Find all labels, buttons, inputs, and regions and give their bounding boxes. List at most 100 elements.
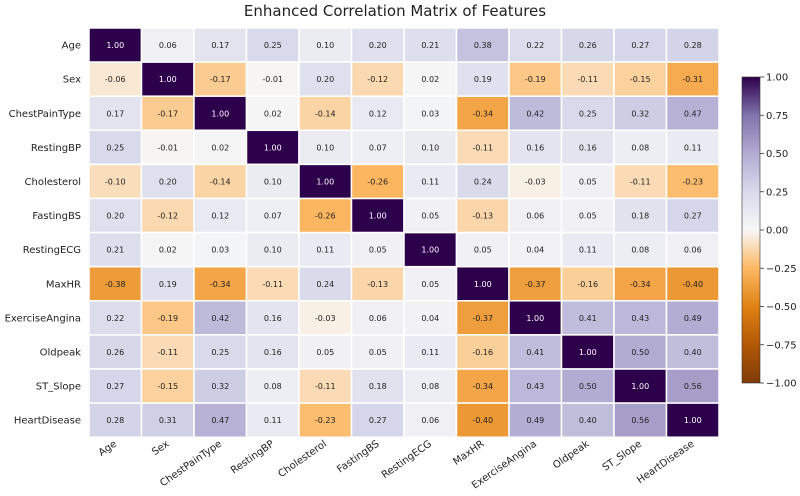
cell-value-label: -0.40 bbox=[472, 416, 493, 425]
heatmap-cell bbox=[455, 368, 510, 404]
heatmap-cell bbox=[193, 95, 248, 132]
heatmap-cell bbox=[140, 334, 195, 370]
cell-value-label: 0.07 bbox=[264, 212, 282, 221]
heatmap-cell bbox=[193, 265, 248, 302]
cell-value-label: 1.00 bbox=[211, 109, 229, 118]
cell-value-label: 0.10 bbox=[264, 246, 282, 255]
cell-value-label: 0.06 bbox=[369, 314, 387, 323]
cell-value-label: 0.07 bbox=[369, 143, 387, 152]
cell-value-label: -0.37 bbox=[525, 280, 546, 289]
cell-value-label: 0.42 bbox=[211, 314, 229, 323]
heatmap-cell bbox=[403, 163, 458, 200]
cell-value-label: 0.17 bbox=[211, 41, 229, 50]
heatmap-cell bbox=[88, 368, 143, 404]
cell-value-label: -0.34 bbox=[630, 280, 651, 289]
cell-value-label: 0.21 bbox=[106, 246, 124, 255]
cell-value-label: 0.49 bbox=[526, 416, 544, 425]
cell-value-label: 0.05 bbox=[579, 212, 597, 221]
cell-value-label: -0.16 bbox=[577, 280, 598, 289]
column-label: RestingECG bbox=[380, 439, 434, 481]
heatmap-cell bbox=[298, 402, 353, 438]
row-label: FastingBS bbox=[32, 211, 81, 222]
heatmap-cell bbox=[455, 300, 510, 336]
cell-value-label: 0.38 bbox=[474, 41, 492, 50]
heatmap-cell bbox=[403, 334, 458, 370]
cell-value-label: -0.11 bbox=[315, 382, 336, 391]
cell-value-label: 0.08 bbox=[421, 382, 439, 391]
heatmap-cell bbox=[350, 163, 405, 200]
cell-value-label: 0.12 bbox=[211, 212, 229, 221]
cell-value-label: 0.10 bbox=[316, 143, 334, 152]
cell-value-label: 1.00 bbox=[526, 314, 544, 323]
cell-value-label: 0.16 bbox=[264, 348, 282, 357]
cell-value-label: 1.00 bbox=[579, 348, 597, 357]
cell-value-label: -0.11 bbox=[157, 348, 178, 357]
cell-value-label: 0.50 bbox=[631, 348, 649, 357]
cell-value-label: 0.25 bbox=[579, 109, 597, 118]
cell-value-label: 0.06 bbox=[526, 212, 544, 221]
heatmap-cell bbox=[193, 231, 248, 268]
cell-value-label: 0.49 bbox=[684, 314, 702, 323]
heatmap-cell bbox=[665, 231, 720, 268]
cell-value-label: 0.02 bbox=[211, 143, 229, 152]
row-label: Oldpeak bbox=[40, 347, 82, 358]
cell-value-label: 0.19 bbox=[474, 75, 492, 84]
cell-value-label: -0.31 bbox=[682, 75, 703, 84]
heatmap-cell bbox=[560, 402, 615, 438]
cell-value-label: 0.06 bbox=[159, 41, 177, 50]
cell-value-label: -0.11 bbox=[262, 280, 283, 289]
cell-value-label: -0.13 bbox=[367, 280, 388, 289]
cell-value-label: -0.14 bbox=[315, 109, 336, 118]
cell-value-label: 1.00 bbox=[106, 41, 124, 50]
heatmap-cell bbox=[245, 265, 300, 302]
cell-value-label: 1.00 bbox=[631, 382, 649, 391]
heatmap-cell bbox=[665, 265, 720, 302]
heatmap-cell bbox=[193, 300, 248, 336]
heatmap-cell bbox=[350, 231, 405, 268]
cell-value-label: -0.23 bbox=[315, 416, 336, 425]
chart-title: Enhanced Correlation Matrix of Features bbox=[244, 2, 546, 20]
heatmap-cell bbox=[665, 129, 720, 166]
heatmap-cell bbox=[88, 27, 143, 63]
cell-value-label: -0.19 bbox=[525, 75, 546, 84]
cell-value-label: -0.14 bbox=[210, 177, 231, 186]
colorbar-tick-label: 0.50 bbox=[766, 149, 788, 160]
row-label: ChestPainType bbox=[9, 109, 81, 120]
heatmap-cell bbox=[298, 231, 353, 268]
cell-value-label: 0.32 bbox=[631, 109, 649, 118]
heatmap-cell bbox=[613, 163, 668, 200]
cell-value-label: 0.05 bbox=[421, 212, 439, 221]
row-label: MaxHR bbox=[46, 279, 81, 290]
cell-value-label: -0.11 bbox=[577, 75, 598, 84]
column-label: Oldpeak bbox=[551, 439, 591, 472]
cell-value-label: 0.24 bbox=[316, 280, 334, 289]
cell-value-label: 0.41 bbox=[579, 314, 597, 323]
cell-value-label: 0.43 bbox=[631, 314, 649, 323]
cell-value-label: 0.20 bbox=[369, 41, 387, 50]
column-label: Sex bbox=[150, 439, 171, 459]
cell-value-label: 0.19 bbox=[159, 280, 177, 289]
row-label: RestingBP bbox=[31, 143, 81, 154]
cell-value-label: 0.10 bbox=[264, 177, 282, 186]
heatmap-cell bbox=[298, 61, 353, 97]
cell-value-label: 0.05 bbox=[369, 246, 387, 255]
cell-value-label: 0.47 bbox=[684, 109, 702, 118]
column-label: MaxHR bbox=[451, 439, 486, 468]
cell-value-label: 0.43 bbox=[526, 382, 544, 391]
colorbar-tick-label: −1.00 bbox=[766, 379, 797, 390]
cell-value-label: 0.16 bbox=[264, 314, 282, 323]
cell-value-label: 0.02 bbox=[421, 75, 439, 84]
heatmap-cell bbox=[403, 265, 458, 302]
cell-value-label: 0.08 bbox=[264, 382, 282, 391]
cell-value-label: -0.26 bbox=[367, 177, 388, 186]
heatmap-cell bbox=[613, 265, 668, 302]
cell-value-label: 0.11 bbox=[684, 143, 702, 152]
cell-value-label: -0.16 bbox=[472, 348, 493, 357]
cell-value-label: -0.06 bbox=[105, 75, 126, 84]
cell-value-label: -0.26 bbox=[315, 212, 336, 221]
cell-value-label: 0.18 bbox=[631, 212, 649, 221]
cell-value-label: 1.00 bbox=[474, 280, 492, 289]
heatmap-cell bbox=[88, 231, 143, 268]
